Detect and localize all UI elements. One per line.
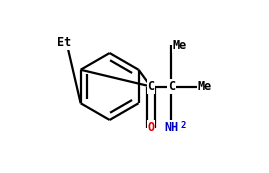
Text: O: O [147,121,154,134]
Text: NH: NH [164,121,179,134]
Text: Me: Me [172,39,186,52]
Text: C: C [147,80,154,93]
Text: C: C [168,80,175,93]
Text: 2: 2 [181,121,186,130]
Text: Me: Me [198,80,212,93]
Text: Et: Et [57,36,71,49]
